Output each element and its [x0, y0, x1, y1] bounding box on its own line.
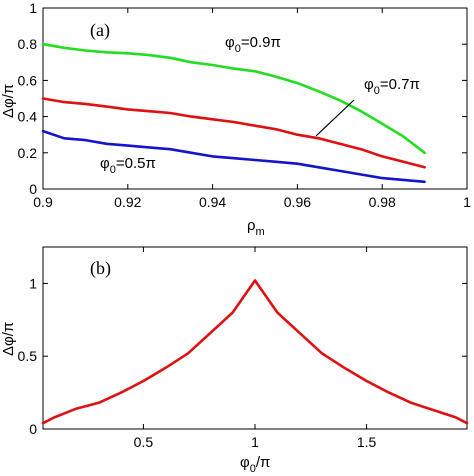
panel-a-xtick-label: 0.98	[369, 194, 396, 210]
panel-a-xtick-label: 0.92	[114, 194, 141, 210]
panel-b-ytick-label: 0.5	[18, 348, 38, 364]
panel-a-ytick-label: 0.2	[18, 145, 38, 161]
panel-b-xtick-label: 1	[251, 434, 259, 450]
panel-a-series	[41, 42, 426, 184]
panel-b-label: (b)	[90, 258, 111, 279]
panel-a-xlabel: ρm	[247, 217, 265, 238]
panel-b-xtick-label: 0.5	[134, 434, 154, 450]
panel-b-xlabel: φ0/π	[240, 454, 270, 475]
panel-b-xtick-label: 1.5	[357, 434, 377, 450]
panel-a-ytick-label: 0.8	[18, 36, 38, 52]
annotation-pointer-line	[315, 99, 355, 137]
panel-a-ylabel: Δφ/π	[0, 84, 17, 118]
annotation-phi0-0.9pi: φ0=0.9π	[225, 34, 281, 55]
panel-a-ytick-label: 0	[29, 181, 37, 197]
panel-b-ticks: 0.5 1 1.5 0 0.5 1	[18, 247, 467, 450]
panel-b-ytick-label: 0	[29, 421, 37, 437]
panel-b-series-line-0	[41, 279, 469, 425]
annotation-2-sub: 0	[110, 164, 116, 176]
annotation-2-rest: =0.5π	[116, 155, 156, 172]
panel-a-xtick-label: 1	[463, 194, 471, 210]
annotation-1-phi: φ	[364, 76, 374, 93]
annotation-0-rest: =0.9π	[241, 34, 281, 51]
panel-a-series-line-0	[41, 42, 426, 155]
panel-a-xtick-label: 0.9	[33, 194, 53, 210]
panel-a-xtick-label: 0.96	[284, 194, 311, 210]
panel-a-ytick-label: 0.4	[18, 109, 38, 125]
panel-a-xlabel-sub: m	[256, 226, 265, 238]
panel-b-ylabel: Δφ/π	[0, 322, 17, 356]
panel-b-xlabel-rest: /π	[256, 454, 271, 471]
annotation-0-phi: φ	[225, 34, 235, 51]
annotation-1-sub: 0	[374, 85, 380, 97]
panel-a-series-line-1	[41, 97, 426, 169]
annotation-1-rest: =0.7π	[380, 76, 420, 93]
annotation-2-phi: φ	[100, 155, 110, 172]
panel-a-series-line-2	[41, 129, 426, 184]
annotation-phi0-0.7pi: φ0=0.7π	[364, 76, 420, 97]
panel-a-ytick-label: 0.6	[18, 72, 38, 88]
panel-a-label: (a)	[90, 20, 110, 41]
panel-b: 0.5 1 1.500.51 (b) Δφ/π φ0/π	[0, 246, 469, 475]
panel-a-ytick-label: 1	[29, 0, 37, 16]
panel-a-ticks: 0.9 0.92 0.94 0.96 0.98 1 0 0.2 0.4 0.6 0.8 1	[18, 0, 472, 210]
panel-a-xlabel-main: ρ	[247, 217, 256, 234]
panel-b-xlabel-sub: 0	[250, 463, 256, 475]
panel-a-xtick-label: 0.94	[199, 194, 226, 210]
panel-b-series	[41, 279, 469, 425]
annotation-phi0-0.5pi: φ0=0.5π	[100, 155, 156, 176]
annotation-0-sub: 0	[235, 43, 241, 55]
panel-b-xlabel-main: φ	[240, 454, 250, 471]
panel-b-ytick-label: 1	[29, 275, 37, 291]
panel-a: 0.9 0.92 0.94 0.96 0.98 1 0 0.2 0.4 0.6 0.8 1 (a) Δ…	[0, 0, 471, 238]
